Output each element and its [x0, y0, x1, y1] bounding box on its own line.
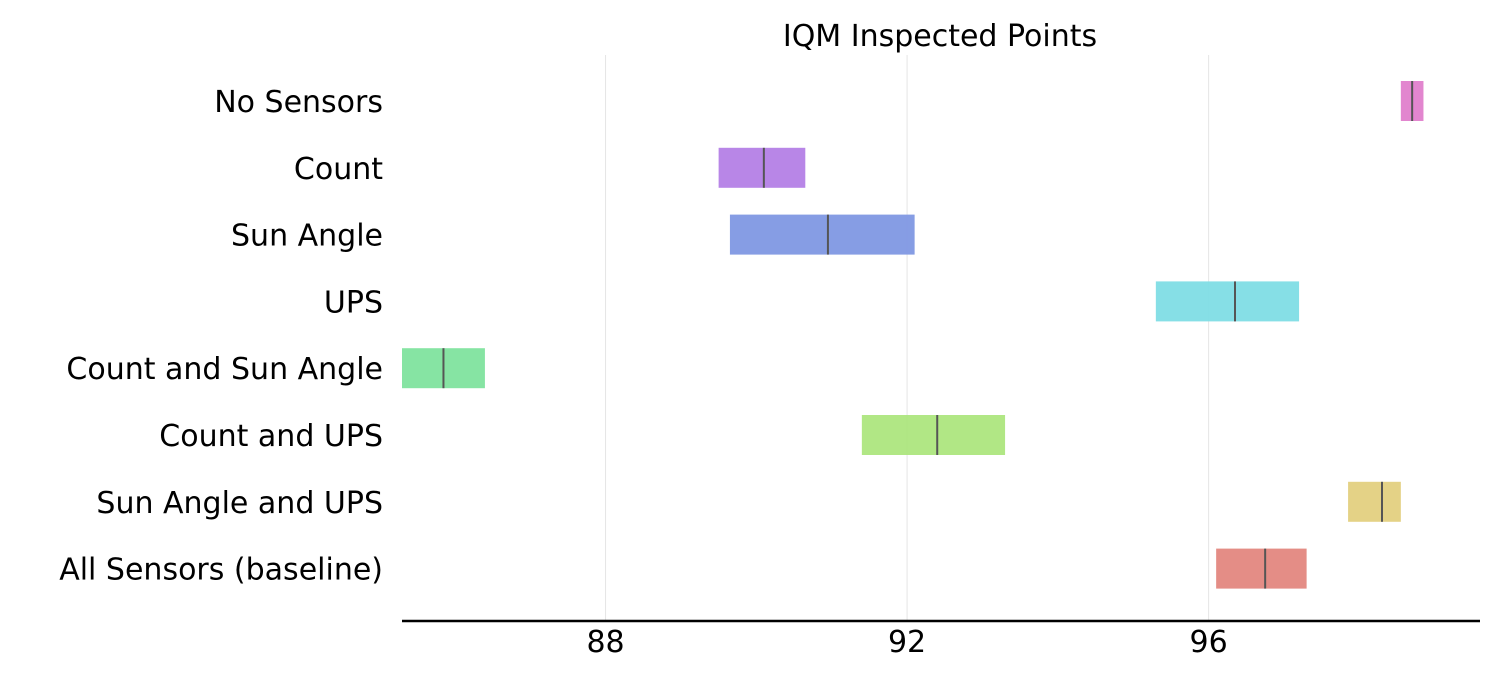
category-label-all-sensors-baseline: All Sensors (baseline): [59, 553, 383, 588]
interval-bar-ups: [1155, 281, 1300, 322]
grid-lines: [605, 55, 1210, 621]
chart-title: IQM Inspected Points: [783, 19, 1097, 54]
category-labels: No Sensors Count Sun Angle UPS Count and Sun…: [59, 85, 383, 588]
category-label-sun-angle: Sun Angle: [231, 219, 383, 254]
x-tick-label-88: 88: [586, 625, 624, 660]
category-label-count-and-sun-angle: Count and Sun Angle: [66, 352, 383, 387]
category-label-sun-angle-and-ups: Sun Angle and UPS: [96, 486, 383, 521]
interval-bars: [402, 81, 1424, 589]
x-tick-label-92: 92: [888, 625, 926, 660]
interval-bar-sun-angle: [729, 214, 915, 255]
category-label-count-and-ups: Count and UPS: [159, 419, 383, 454]
x-tick-labels: 88 92 96: [586, 625, 1227, 660]
interval-bar-all-sensors-baseline: [1216, 548, 1307, 589]
x-tick-label-96: 96: [1190, 625, 1228, 660]
interval-bar-count: [718, 147, 806, 188]
interval-bar-sun-angle-and-ups: [1348, 481, 1401, 522]
category-label-no-sensors: No Sensors: [214, 85, 383, 120]
category-label-ups: UPS: [324, 285, 383, 320]
category-label-count: Count: [294, 152, 383, 187]
interval-bar-count-and-ups: [861, 415, 1006, 455]
